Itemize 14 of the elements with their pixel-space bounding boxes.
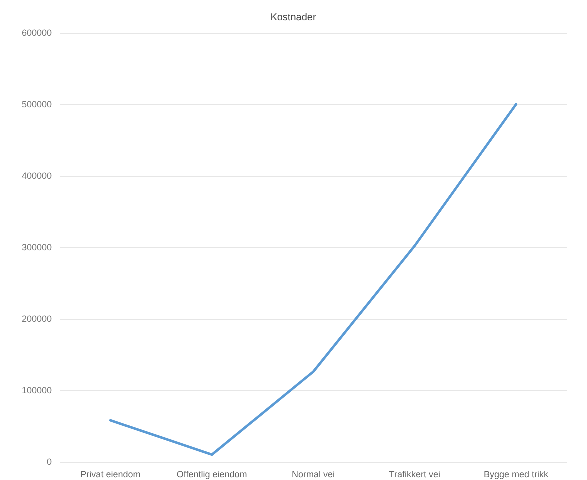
line-series (109, 103, 518, 456)
x-tick-label: Trafikkert vei (389, 470, 440, 480)
y-tick-label: 0 (46, 457, 52, 467)
y-tick-label: 300000 (22, 242, 52, 252)
chart-title: Kostnader (270, 12, 317, 24)
y-tick-label: 200000 (22, 314, 52, 324)
x-tick-label: Offentlig eiendom (176, 470, 248, 480)
y-tick-label: 400000 (22, 171, 52, 181)
y-tick-label: 500000 (22, 100, 52, 110)
y-tick-label: 600000 (22, 28, 52, 38)
x-tick-label: Privat eiendom (80, 470, 141, 480)
y-tick-label: 100000 (22, 386, 52, 396)
x-tick-label: Bygge med trikk (484, 470, 550, 480)
x-tick-label: Normal vei (292, 470, 336, 480)
